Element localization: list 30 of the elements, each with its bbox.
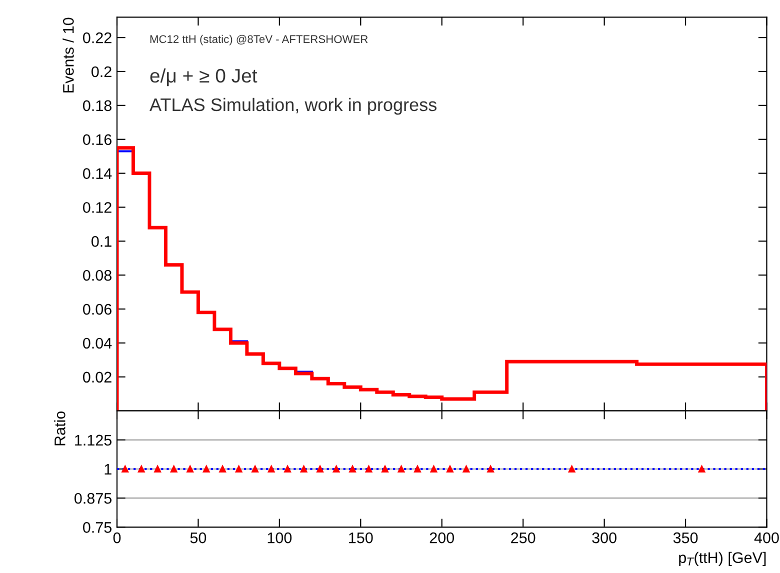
y-tick-label: 0.18 [83,100,112,112]
x-tick-label: 150 [349,532,373,544]
x-tick-label: 100 [268,532,292,544]
y-tick-label: 0.2 [92,66,112,78]
y-tick-label: 1.125 [75,434,112,446]
y-tick-label: 0.08 [83,270,112,281]
x-tick-label: 200 [430,532,454,544]
x-tick-label: 400 [754,532,779,544]
y-tick-label: 0.1 [92,236,112,247]
y-axis-title: Events / 10 [62,18,74,92]
x-tick-label: 250 [511,532,536,544]
x-tick-label: 350 [673,532,698,544]
y-tick-label: 0.22 [83,32,112,44]
y-tick-label: 0.02 [83,372,112,383]
y-tick-label: 0.16 [83,134,112,146]
annotation: e/μ + ≥ 0 Jet [150,68,258,86]
annotation: ATLAS Simulation, work in progress [150,98,437,115]
y-tick-label: 0.06 [83,304,112,315]
x-tick-label: 0 [113,532,121,544]
x-tick-label: 300 [592,532,616,544]
y-tick-label: 0.04 [83,338,112,349]
x-axis-title: p$_{T}$(ttH) [GeV] [679,552,766,566]
y-tick-label: 0.14 [83,168,112,179]
y-tick-label: 1 [104,464,112,475]
y-tick-label: 0.875 [74,492,112,504]
x-tick-label: 50 [190,532,206,544]
y-tick-label: 0.75 [83,522,112,533]
y-tick-label: 0.12 [83,202,112,213]
annotation: MC12 ttH (static) @8TeV - AFTERSHOWER [150,34,368,46]
y-axis-title: Ratio [54,411,66,446]
